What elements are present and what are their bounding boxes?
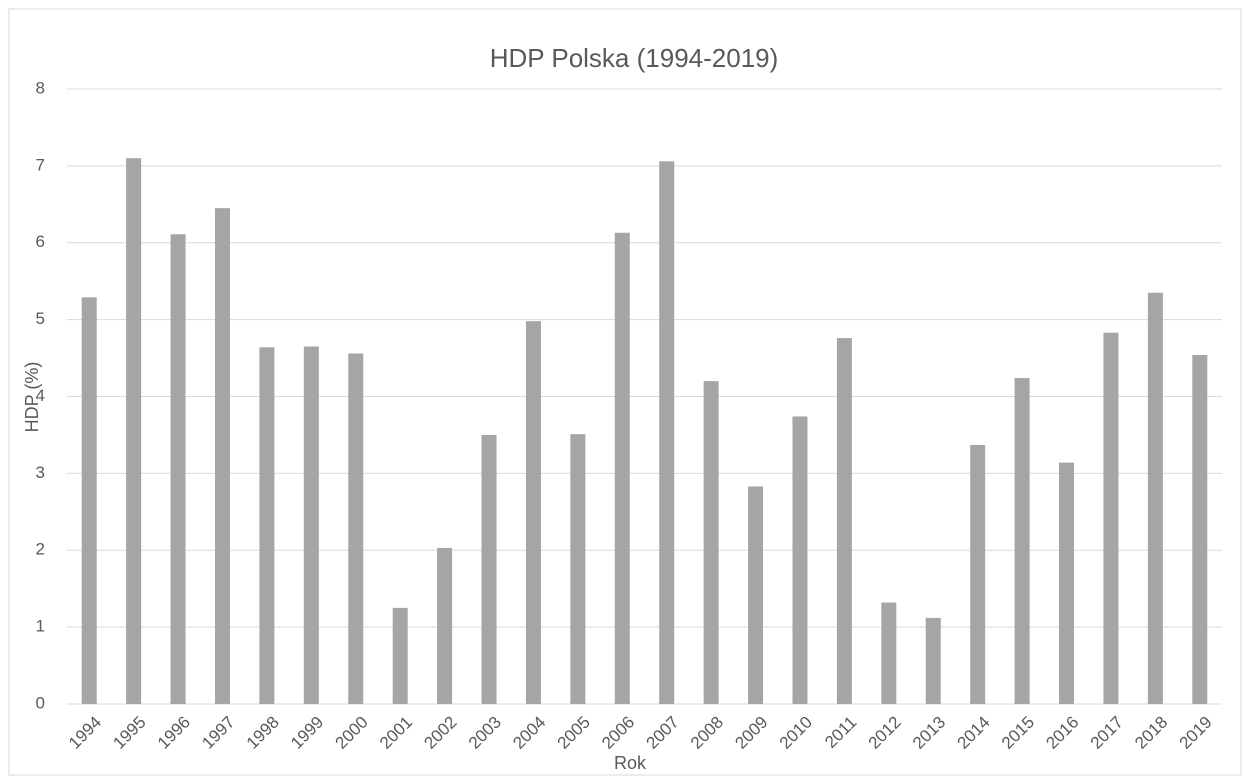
bar — [836, 338, 852, 704]
bar — [81, 297, 97, 704]
y-tick-label: 3 — [36, 463, 45, 482]
bar — [748, 486, 764, 704]
bar — [525, 321, 541, 704]
bar — [303, 346, 319, 704]
bar — [1059, 462, 1075, 704]
bar — [659, 161, 675, 704]
bar — [570, 434, 586, 704]
bar — [481, 434, 497, 704]
bar — [1192, 354, 1208, 704]
bar — [126, 158, 142, 704]
bar — [170, 234, 186, 704]
y-tick-label: 4 — [36, 386, 45, 405]
y-tick-label: 6 — [36, 232, 45, 251]
y-tick-label: 7 — [36, 155, 45, 174]
bar — [348, 353, 364, 704]
bar — [881, 602, 897, 704]
y-axis-label: HDP (%) — [22, 362, 42, 433]
bar — [392, 607, 408, 704]
bar — [614, 232, 630, 704]
bar — [259, 347, 275, 704]
bar — [925, 617, 941, 704]
chart-title: HDP Polska (1994-2019) — [490, 43, 779, 73]
bar — [1014, 378, 1030, 704]
y-tick-label: 1 — [36, 617, 45, 636]
y-tick-label: 8 — [36, 78, 45, 97]
bar — [970, 444, 986, 704]
x-axis-label: Rok — [614, 753, 647, 773]
y-tick-label: 2 — [36, 540, 45, 559]
bar — [1147, 292, 1163, 704]
bar — [1103, 332, 1119, 704]
bar — [214, 208, 230, 704]
bar — [792, 416, 808, 704]
bar — [437, 547, 453, 704]
y-tick-label: 5 — [36, 309, 45, 328]
bar — [703, 381, 719, 704]
y-tick-label: 0 — [36, 693, 45, 712]
